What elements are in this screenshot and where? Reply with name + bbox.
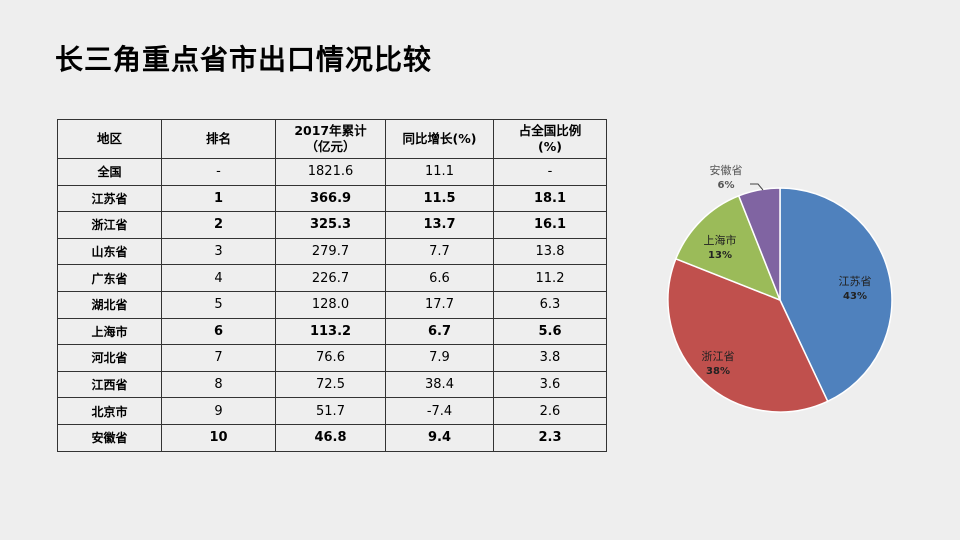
- pie-label: 江苏省: [839, 275, 872, 288]
- pie-label: 安徽省: [710, 163, 743, 177]
- table-row: 山东省 3 279.7 7.7 13.8: [57, 237, 607, 266]
- table-row: 江苏省 1 366.9 11.5 18.1: [57, 184, 607, 213]
- cell-rank: 3: [161, 237, 276, 266]
- cell-growth: 6.6: [385, 264, 494, 292]
- pie-leader-line: [750, 183, 764, 191]
- export-table: 地区 排名 2017年累计 （亿元） 同比增长(%) 占全国比例 (%) 全国 -18…: [57, 119, 607, 452]
- pie-slice: [674, 194, 782, 302]
- cell-region: 上海市: [57, 317, 162, 346]
- cell-growth: 38.4: [385, 370, 494, 399]
- cell-rank: 7: [161, 344, 276, 372]
- pie-slice: [667, 257, 829, 413]
- header-share: 占全国比例 (%): [493, 119, 607, 159]
- cell-region: 江西省: [57, 370, 162, 399]
- cell-region: 河北省: [57, 344, 162, 372]
- pie-percent-label: 38%: [706, 366, 730, 377]
- cell-region: 北京市: [57, 397, 162, 425]
- header-region: 地区: [57, 119, 162, 159]
- pie-label: 上海市: [704, 233, 737, 247]
- cell-rank: 8: [161, 370, 276, 399]
- cell-rank: 5: [161, 290, 276, 319]
- table-row: 广东省 4 226.7 6.6 11.2: [57, 264, 607, 292]
- cell-cumulative: 46.8: [275, 423, 386, 452]
- cell-share: 5.6: [493, 317, 607, 346]
- cell-cumulative: 128.0: [275, 290, 386, 319]
- cell-growth: 13.7: [385, 211, 494, 239]
- cell-rank: 2: [161, 211, 276, 239]
- cell-cumulative: 226.7: [275, 264, 386, 292]
- table-header-row: 地区 排名 2017年累计 （亿元） 同比增长(%) 占全国比例 (%): [57, 119, 607, 159]
- cell-region: 江苏省: [57, 184, 162, 213]
- cell-region: 山东省: [57, 237, 162, 266]
- pie-label: 浙江省: [702, 350, 735, 363]
- cell-cumulative: 76.6: [275, 344, 386, 372]
- cell-growth: 11.1: [385, 158, 494, 186]
- cell-share: 3.6: [493, 370, 607, 399]
- cell-cumulative: 72.5: [275, 370, 386, 399]
- cell-region: 湖北省: [57, 290, 162, 319]
- table-row: 浙江省 2 325.3 13.7 16.1: [57, 211, 607, 239]
- cell-cumulative: 1821.6: [275, 158, 386, 186]
- table-row: 全国 -1821.6 11.1-: [57, 158, 607, 186]
- cell-share: 13.8: [493, 237, 607, 266]
- cell-rank: 9: [161, 397, 276, 425]
- table-row: 河北省 7 76.6 7.9 3.8: [57, 344, 607, 372]
- cell-cumulative: 279.7: [275, 237, 386, 266]
- cell-share: 2.6: [493, 397, 607, 425]
- cell-share: 11.2: [493, 264, 607, 292]
- cell-region: 安徽省: [57, 423, 162, 452]
- table-row: 安徽省 10 46.8 9.4 2.3: [57, 423, 607, 452]
- cell-share: -: [493, 158, 607, 186]
- table-row: 湖北省 5 128.0 17.7 6.3: [57, 290, 607, 319]
- cell-share: 18.1: [493, 184, 607, 213]
- pie-percent-label: 6%: [718, 180, 735, 191]
- header-growth: 同比增长(%): [385, 119, 494, 159]
- cell-share: 16.1: [493, 211, 607, 239]
- header-cumulative: 2017年累计 （亿元）: [275, 119, 386, 159]
- cell-region: 浙江省: [57, 211, 162, 239]
- pie-percent-label: 13%: [708, 250, 732, 261]
- cell-growth: -7.4: [385, 397, 494, 425]
- cell-rank: 6: [161, 317, 276, 346]
- cell-rank: 1: [161, 184, 276, 213]
- table-row: 上海市 6 113.2 6.7 5.6: [57, 317, 607, 346]
- pie-slice: [779, 187, 893, 403]
- pie-chart: 江苏省 43% 浙江省 38% 上海市 13% 安徽省 6%: [667, 163, 893, 413]
- cell-rank: -: [161, 158, 276, 186]
- cell-growth: 7.9: [385, 344, 494, 372]
- header-rank: 排名: [161, 119, 276, 159]
- table-row: 北京市 9 51.7 -7.4 2.6: [57, 397, 607, 425]
- cell-cumulative: 366.9: [275, 184, 386, 213]
- cell-cumulative: 51.7: [275, 397, 386, 425]
- cell-cumulative: 325.3: [275, 211, 386, 239]
- cell-growth: 6.7: [385, 317, 494, 346]
- cell-growth: 11.5: [385, 184, 494, 213]
- cell-share: 6.3: [493, 290, 607, 319]
- cell-share: 3.8: [493, 344, 607, 372]
- pie-percent-label: 43%: [843, 291, 867, 302]
- cell-region: 全国: [57, 158, 162, 186]
- cell-cumulative: 113.2: [275, 317, 386, 346]
- cell-region: 广东省: [57, 264, 162, 292]
- pie-slice: [737, 187, 781, 301]
- cell-share: 2.3: [493, 423, 607, 452]
- cell-growth: 17.7: [385, 290, 494, 319]
- table-row: 江西省 8 72.5 38.4 3.6: [57, 370, 607, 399]
- cell-rank: 4: [161, 264, 276, 292]
- cell-growth: 7.7: [385, 237, 494, 266]
- page-title: 长三角重点省市出口情况比较: [55, 43, 433, 76]
- cell-growth: 9.4: [385, 423, 494, 452]
- cell-rank: 10: [161, 423, 276, 452]
